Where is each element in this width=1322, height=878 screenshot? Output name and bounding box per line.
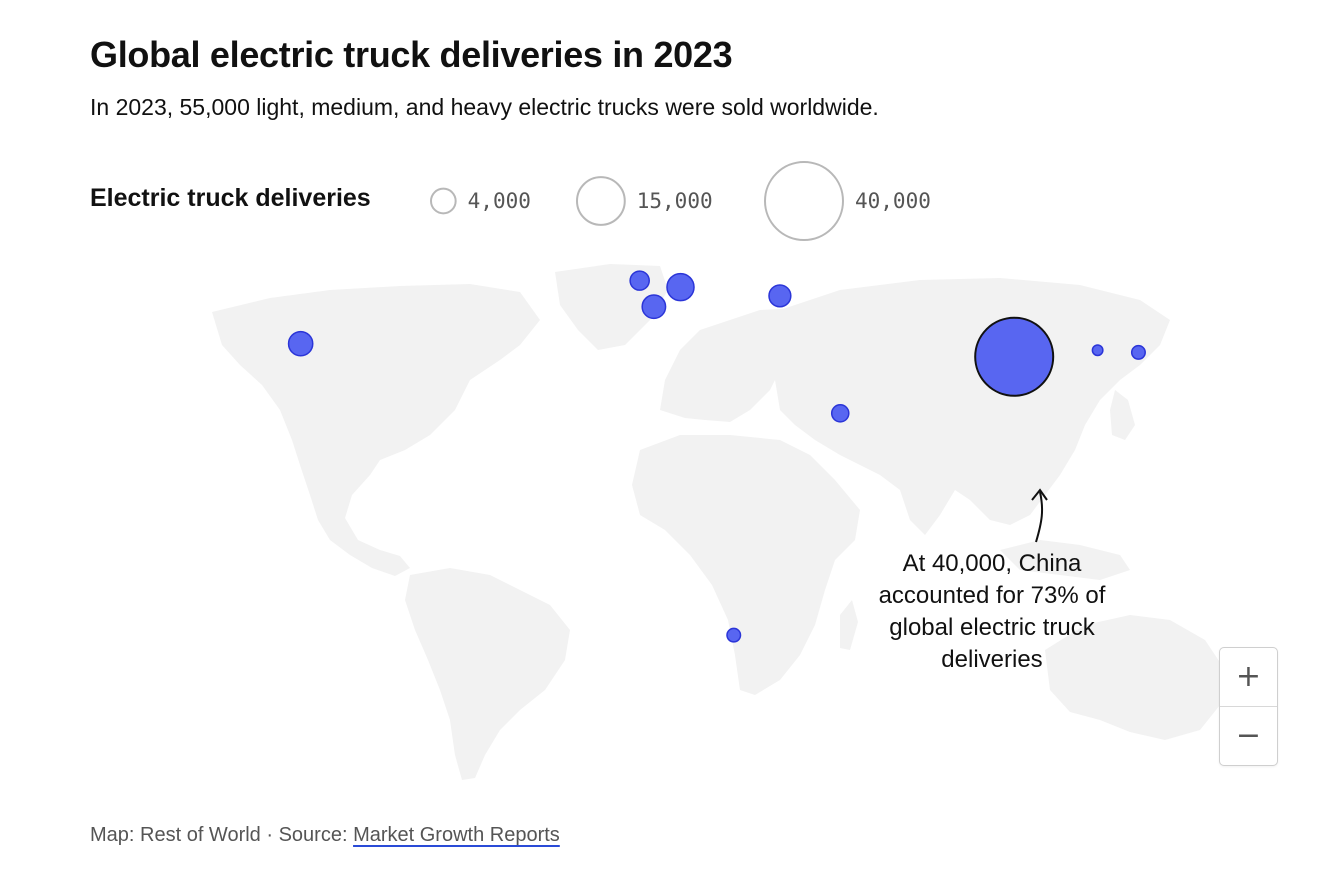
legend-label: Electric truck deliveries <box>90 184 371 212</box>
footer-credit: Map: Rest of World · Source: Market Grow… <box>90 824 560 847</box>
africa-landmass <box>632 435 860 695</box>
world-map[interactable] <box>0 250 1322 800</box>
australia-landmass <box>1045 615 1225 740</box>
legend-bubbles: 4,000 15,000 40,000 <box>430 161 931 241</box>
page-subtitle: In 2023, 55,000 light, medium, and heavy… <box>90 94 879 120</box>
bubble-germany[interactable] <box>666 272 695 302</box>
footer-prefix: Map: Rest of World · Source: <box>90 824 354 846</box>
bubble-japan[interactable] <box>1130 344 1146 360</box>
page-title: Global electric truck deliveries in 2023 <box>90 34 733 75</box>
south-america-landmass <box>405 568 570 780</box>
zoom-control: + − <box>1219 647 1278 766</box>
source-link[interactable]: Market Growth Reports <box>353 824 560 846</box>
bubble-china[interactable] <box>974 316 1055 397</box>
legend-value-label: 4,000 <box>468 189 531 213</box>
zoom-in-button[interactable]: + <box>1220 648 1277 706</box>
legend-bubble <box>764 161 844 241</box>
annotation-line: deliveries <box>941 646 1043 673</box>
legend-value-label: 40,000 <box>855 189 931 213</box>
annotation-line: global electric truck <box>889 614 1095 641</box>
legend-bubble <box>576 176 626 226</box>
southeast-asia-islands <box>1000 540 1130 580</box>
zoom-out-button[interactable]: − <box>1220 707 1277 765</box>
bubble-uae-oman[interactable] <box>830 404 850 423</box>
north-america-landmass <box>212 284 540 576</box>
annotation-arrowhead <box>1031 488 1048 501</box>
annotation-line: accounted for 73% of <box>878 582 1106 609</box>
size-legend: Electric truck deliveries 4,000 15,000 40,… <box>90 160 990 242</box>
bubble-united-kingdom[interactable] <box>629 270 650 291</box>
zoom-divider <box>1220 706 1277 707</box>
china-annotation: At 40,000, China accounted for 73% of gl… <box>842 548 1142 676</box>
annotation-arrow <box>1035 491 1044 543</box>
madagascar-landmass <box>840 600 858 650</box>
land-masses <box>212 264 1275 780</box>
annotation-line: At 40,000, China <box>902 550 1082 577</box>
japan-landmass <box>1110 390 1135 440</box>
bubble-south-africa[interactable] <box>726 627 742 643</box>
british-isles-landmass <box>688 340 708 375</box>
bubble-south-korea[interactable] <box>1091 344 1104 357</box>
legend-value-label: 15,000 <box>637 189 713 213</box>
bubble-united-states[interactable] <box>287 330 314 357</box>
bubble-layer <box>287 270 1146 643</box>
bubble-russia-ukraine-region[interactable] <box>768 284 792 308</box>
europe-landmass <box>660 308 810 422</box>
asia-landmass <box>770 278 1170 535</box>
legend-bubble <box>430 187 457 215</box>
bubble-france[interactable] <box>641 294 667 320</box>
